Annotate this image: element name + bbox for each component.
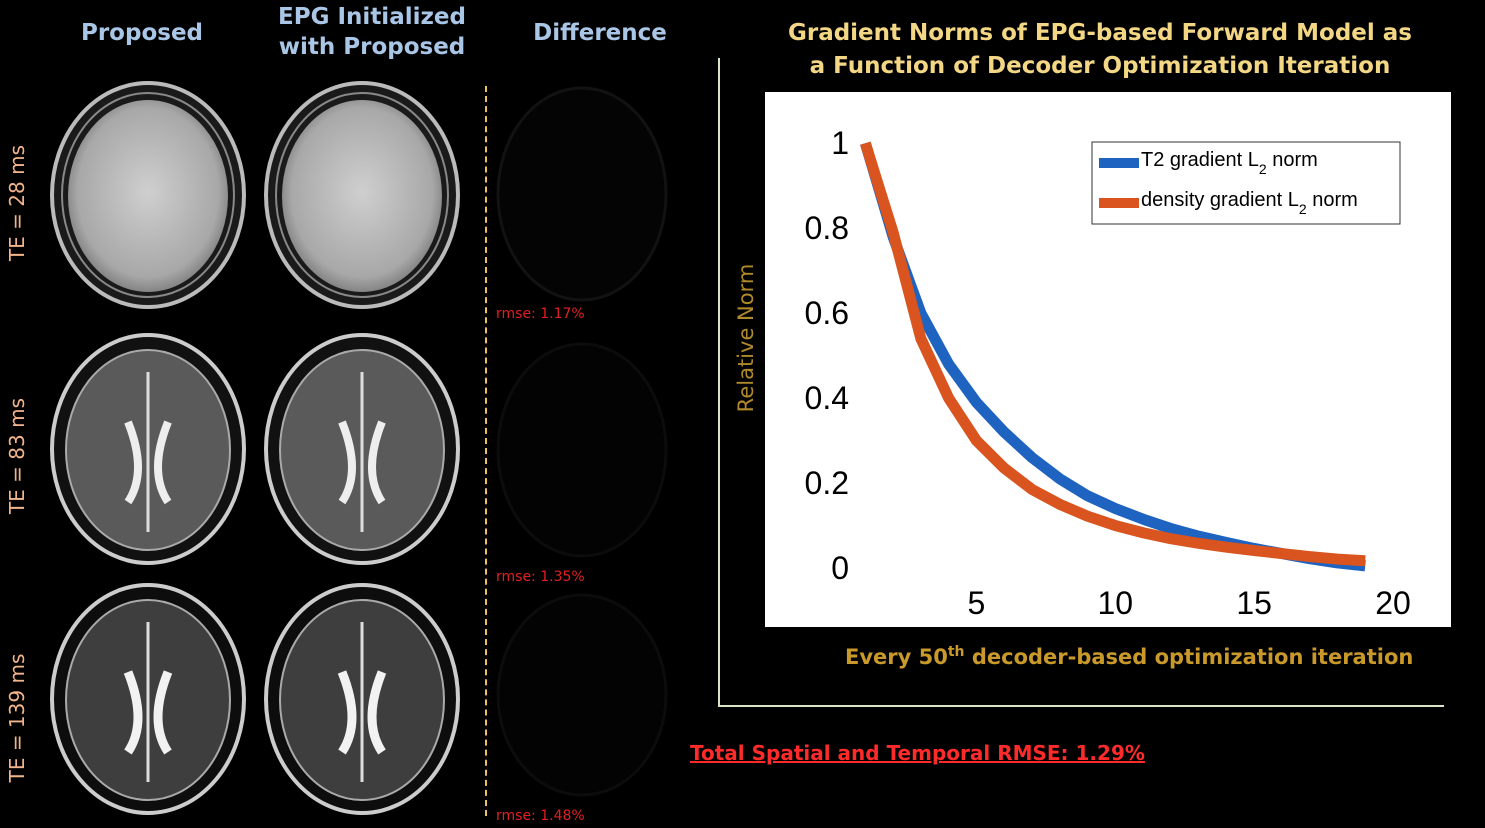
brain-image-proposed-te139 [50,583,246,815]
plot-title-line1: Gradient Norms of EPG-based Forward Mode… [787,20,1413,46]
outer-axis-bottom [718,705,1444,707]
gradient-norm-chart: 00.20.40.60.815 10 15 20 T2 gradient L2 nor… [765,92,1451,627]
column-header-epg-line1: EPG Initialized [278,4,466,30]
y-tick-label: 1 [831,125,849,161]
brain-image-proposed-te83 [50,333,246,565]
x-axis-label: Every 50th decoder-based optimization it… [845,644,1413,669]
plot-title: Gradient Norms of EPG-based Forward Mode… [760,17,1440,83]
brain-image-epg-te28 [264,81,460,309]
x-axis-label-post: decoder-based optimization iteration [964,645,1414,669]
x-tick-label: 5 [968,585,986,621]
legend-swatch-t2 [1099,158,1139,168]
legend-label-t2: T2 gradient L2 norm [1141,149,1318,177]
x-axis-label-pre: Every 50 [845,645,948,669]
brain-image-epg-te139 [264,583,460,815]
legend: T2 gradient L2 norm density gradient L2 … [1091,141,1401,225]
difference-image-te139 [496,593,668,797]
y-tick-label: 0.2 [805,465,849,501]
y-axis-label: Relative Norm [734,263,758,413]
plot-title-line2: a Function of Decoder Optimization Itera… [809,53,1391,79]
column-header-difference: Difference [533,20,667,46]
x-tick-label: 15 [1236,585,1272,621]
brain-image-proposed-te28 [50,81,246,309]
row-label-te83: TE = 83 ms [5,397,29,515]
rmse-te28: rmse: 1.17% [496,306,585,322]
x-tick-label: 10 [1097,585,1133,621]
row-label-te139: TE = 139 ms [5,653,29,783]
difference-image-te28 [496,86,668,302]
rmse-te83: rmse: 1.35% [496,569,585,585]
column-header-proposed: Proposed [80,20,204,46]
column-header-epg: EPG Initialized with Proposed [262,2,482,62]
y-tick-label: 0 [831,550,849,586]
y-tick-label: 0.8 [805,210,849,246]
x-tick-label: 20 [1375,585,1411,621]
rmse-te139: rmse: 1.48% [496,808,585,824]
difference-image-te83 [496,342,668,558]
total-rmse: Total Spatial and Temporal RMSE: 1.29% [690,741,1145,765]
row-label-te28: TE = 28 ms [5,144,29,262]
y-tick-label: 0.6 [805,295,849,331]
outer-axis-left [718,58,720,706]
dashed-separator [485,86,487,816]
legend-swatch-density [1099,198,1139,208]
column-header-epg-line2: with Proposed [278,34,466,60]
brain-image-epg-te83 [264,333,460,565]
y-tick-label: 0.4 [805,380,849,416]
x-axis-label-sup: th [947,644,965,660]
legend-label-density: density gradient L2 norm [1141,189,1358,217]
series-line-density [860,141,1366,567]
